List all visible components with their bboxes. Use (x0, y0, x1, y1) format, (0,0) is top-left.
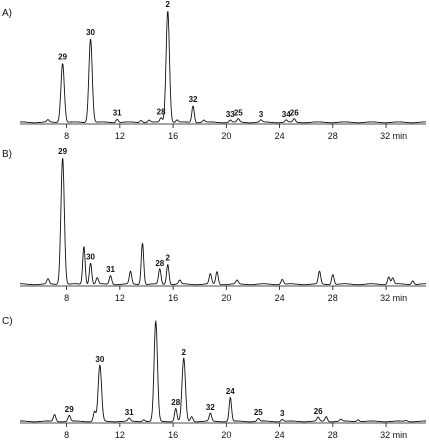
peak-label: 30 (86, 28, 95, 37)
x-tick-label: 12 (115, 293, 125, 303)
x-tick-label: 32 min (380, 131, 407, 141)
x-tick-label: 28 (328, 131, 338, 141)
peak-label: 33 (226, 110, 235, 119)
x-tick-label: 16 (168, 131, 178, 141)
peak-label: 30 (86, 252, 95, 261)
peak-label: 26 (290, 109, 299, 118)
chromatogram-trace (20, 320, 426, 423)
x-tick-label: 8 (64, 131, 69, 141)
peak-label: 29 (58, 53, 67, 62)
peak-label: 2 (166, 0, 171, 9)
chromatogram-trace (20, 11, 426, 124)
peak-label: 25 (234, 109, 243, 118)
peak-label: 26 (314, 407, 323, 416)
peak-label: 3 (259, 110, 264, 119)
x-tick-label: 8 (64, 430, 69, 440)
peak-label: 25 (254, 408, 263, 417)
x-tick-label: 8 (64, 293, 69, 303)
panel-label: A) (2, 8, 12, 19)
peak-label: 3 (280, 409, 285, 418)
peak-label: 28 (171, 398, 180, 407)
x-tick-label: 16 (168, 293, 178, 303)
peak-label: 32 (189, 95, 198, 104)
x-tick-label: 20 (221, 131, 231, 141)
chromatogram-panel-a: A) 8 12 16 20 24 28 32 min 29 30 31 28 2 32 33 25 3 34 26 (2, 0, 426, 141)
peak-label: 2 (182, 348, 187, 357)
peak-label: 29 (65, 405, 74, 414)
peak-label: 28 (155, 259, 164, 268)
x-tick-label: 28 (328, 293, 338, 303)
peak-label: 31 (113, 109, 122, 118)
peak-label: 31 (125, 408, 134, 417)
x-tick-label: 28 (328, 430, 338, 440)
x-tick-label: 12 (115, 430, 125, 440)
x-tick-label: 24 (275, 430, 285, 440)
x-tick-label: 24 (275, 131, 285, 141)
panel-label: B) (2, 149, 12, 160)
chromatogram-trace (20, 158, 426, 286)
peak-label: 2 (166, 254, 171, 263)
peak-label: 24 (226, 387, 235, 396)
peak-label: 28 (157, 108, 166, 117)
peak-label: 29 (58, 147, 67, 156)
x-tick-label: 16 (168, 430, 178, 440)
peak-label: 31 (106, 265, 115, 274)
peak-label: 32 (206, 403, 215, 412)
x-tick-label: 24 (275, 293, 285, 303)
x-tick-label: 20 (221, 430, 231, 440)
x-tick-label: 20 (221, 293, 231, 303)
panel-label: C) (2, 316, 13, 327)
chromatogram-panel-c: C) 8 12 16 20 24 28 32 min 29 30 31 28 2 32 24 25 3 26 (2, 316, 426, 440)
peak-label: 30 (95, 355, 104, 364)
peak-label: 34 (282, 110, 291, 119)
x-tick-label: 32 min (380, 293, 407, 303)
x-tick-label: 12 (115, 131, 125, 141)
x-tick-label: 32 min (380, 430, 407, 440)
